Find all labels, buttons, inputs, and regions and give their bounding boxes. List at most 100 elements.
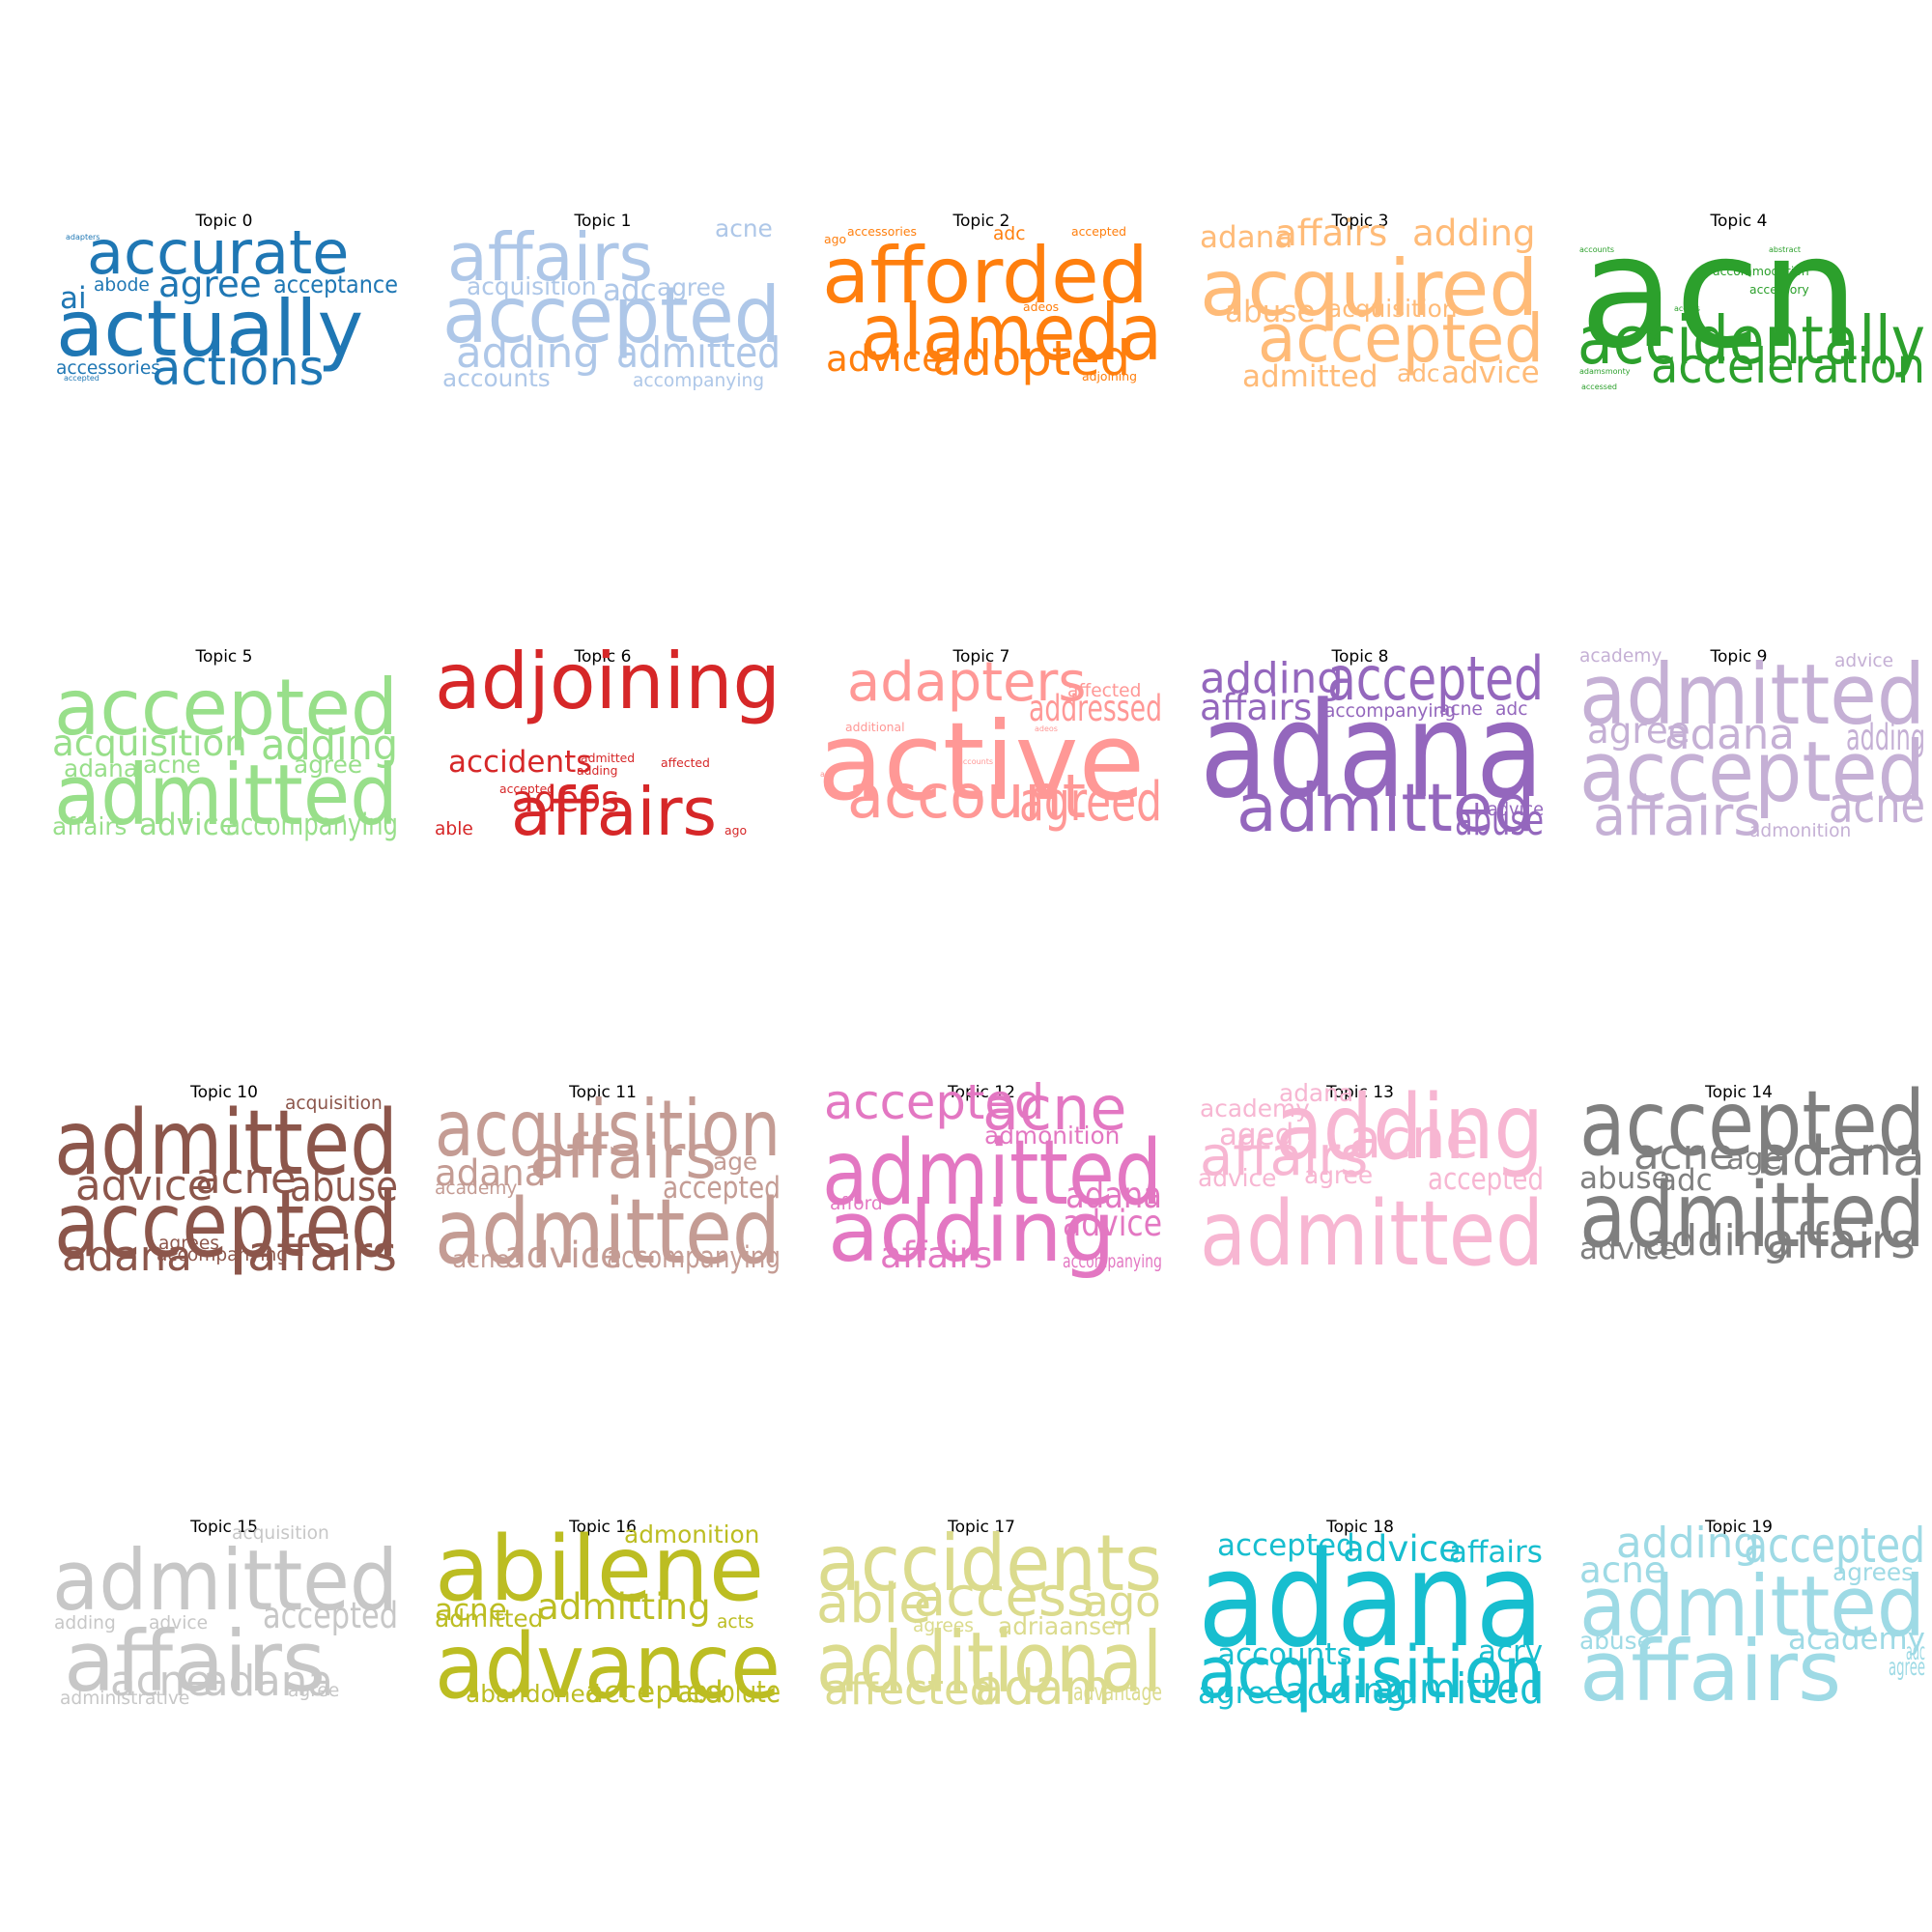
cloud-word: acts	[717, 1612, 754, 1633]
cloud-word: adding	[1275, 1075, 1544, 1179]
cloud-word: admonition	[1749, 821, 1851, 841]
cloud-word: accompanying	[226, 808, 398, 842]
cloud-word: acquisition	[52, 722, 247, 764]
topic-panel: Topic 2 accessories adc accepted agoafforded…	[822, 212, 1162, 386]
cloud-word: accepted	[263, 1594, 398, 1636]
cloud-word: accepted	[54, 1173, 398, 1277]
cloud-word: affected	[824, 1666, 996, 1715]
cloud-word: accepted	[1744, 1518, 1925, 1574]
panel-title: Topic 14	[1704, 1083, 1773, 1102]
cloud-word: afford	[830, 1194, 883, 1214]
cloud-word: affairs	[247, 1226, 397, 1282]
cloud-word: ago	[820, 770, 835, 779]
cloud-word: additional	[816, 1614, 1162, 1712]
cloud-word: accidentally	[1577, 303, 1925, 380]
cloud-word: acquired	[1200, 243, 1538, 334]
cloud-word: acn	[1579, 202, 1860, 384]
cloud-word: adana	[435, 1151, 547, 1194]
cloud-word: accurate	[87, 217, 349, 288]
cloud-word: admitted	[1242, 359, 1378, 394]
cloud-word: advice	[139, 808, 238, 842]
cloud-word: admitted	[1372, 1665, 1544, 1714]
cloud-word: accepted	[1258, 301, 1544, 378]
cloud-word: adding	[1846, 716, 1925, 758]
cloud-word: adana	[1759, 1125, 1925, 1188]
cloud-word: acquisition	[1198, 1631, 1544, 1715]
cloud-word: admitted	[822, 1121, 1162, 1225]
cloud-word: acne	[1634, 1131, 1735, 1179]
cloud-word: affairs	[1593, 785, 1761, 848]
cloud-word: admitted	[54, 1091, 398, 1195]
cloud-word: accounts	[1579, 245, 1614, 254]
cloud-word: adriaansen	[998, 1612, 1131, 1640]
panel-title: Topic 1	[574, 212, 632, 231]
cloud-word: acne	[110, 1658, 212, 1706]
cloud-word: agree	[657, 273, 725, 301]
cloud-word: advice	[1488, 800, 1544, 820]
cloud-word: abandoned	[466, 1680, 600, 1708]
cloud-word: agrees	[913, 1616, 974, 1636]
cloud-word: acquisition	[467, 272, 596, 300]
cloud-word: adc	[1659, 1163, 1713, 1198]
cloud-word: abode	[94, 275, 150, 296]
cloud-word: admitted	[581, 751, 635, 765]
cloud-word: age	[713, 1148, 757, 1176]
cloud-word: agree	[1304, 1161, 1373, 1189]
cloud-word: acne	[195, 1155, 297, 1204]
cloud-word: accepted	[499, 781, 554, 796]
panel-title: Topic 19	[1704, 1518, 1773, 1537]
cloud-word: administrative	[60, 1689, 189, 1709]
cloud-word: accompanying	[633, 371, 764, 391]
cloud-word: addressed	[1029, 687, 1162, 729]
cloud-word: adamsmonty	[1579, 367, 1631, 376]
cloud-word: adding	[828, 1183, 1116, 1281]
cloud-word: admitted	[435, 1179, 781, 1284]
cloud-word: acceleration	[1651, 338, 1925, 394]
cloud-word: adding	[1412, 212, 1536, 254]
cloud-word: acne	[1349, 1108, 1479, 1171]
cloud-word: adding	[54, 1613, 116, 1634]
cloud-word: affairs	[511, 775, 717, 851]
cloud-word: accounts	[958, 757, 993, 766]
cloud-word: acceptance	[273, 270, 398, 298]
cloud-word: admitted	[616, 329, 781, 378]
cloud-word: advantage	[1073, 1678, 1162, 1706]
cloud-word: adc	[1906, 1637, 1925, 1665]
cloud-word: accepted	[585, 1675, 724, 1710]
cloud-word: advice	[1441, 355, 1540, 390]
cloud-word: advice	[75, 1162, 213, 1210]
cloud-word: afforded	[822, 231, 1149, 322]
cloud-word: accepted	[1428, 1162, 1544, 1197]
cloud-word: acne	[143, 751, 201, 779]
cloud-word: adding	[261, 722, 398, 770]
cloud-word: adding	[1285, 1669, 1408, 1712]
cloud-word: admitted	[1579, 1558, 1925, 1656]
cloud-word: accepted	[54, 663, 398, 753]
cloud-word: agrees	[1833, 1558, 1914, 1586]
cloud-word: academy	[1788, 1622, 1925, 1657]
cloud-word: adana	[1198, 1523, 1544, 1677]
cloud-word: advice	[1579, 1232, 1678, 1266]
cloud-word: advice	[1198, 1164, 1276, 1192]
panel-title: Topic 4	[1710, 212, 1768, 231]
cloud-word: able	[816, 1573, 931, 1635]
cloud-word: accepted	[1071, 224, 1126, 239]
cloud-word: additional	[845, 720, 905, 734]
cloud-word: admitting	[537, 1585, 711, 1628]
cloud-word: affairs	[447, 220, 653, 297]
cloud-word: affairs	[1275, 212, 1387, 254]
cloud-word: acquisition	[1327, 295, 1457, 323]
cloud-word: adding	[1616, 1520, 1760, 1568]
panel-title: Topic 18	[1325, 1518, 1394, 1537]
panel-title: Topic 2	[952, 212, 1010, 231]
